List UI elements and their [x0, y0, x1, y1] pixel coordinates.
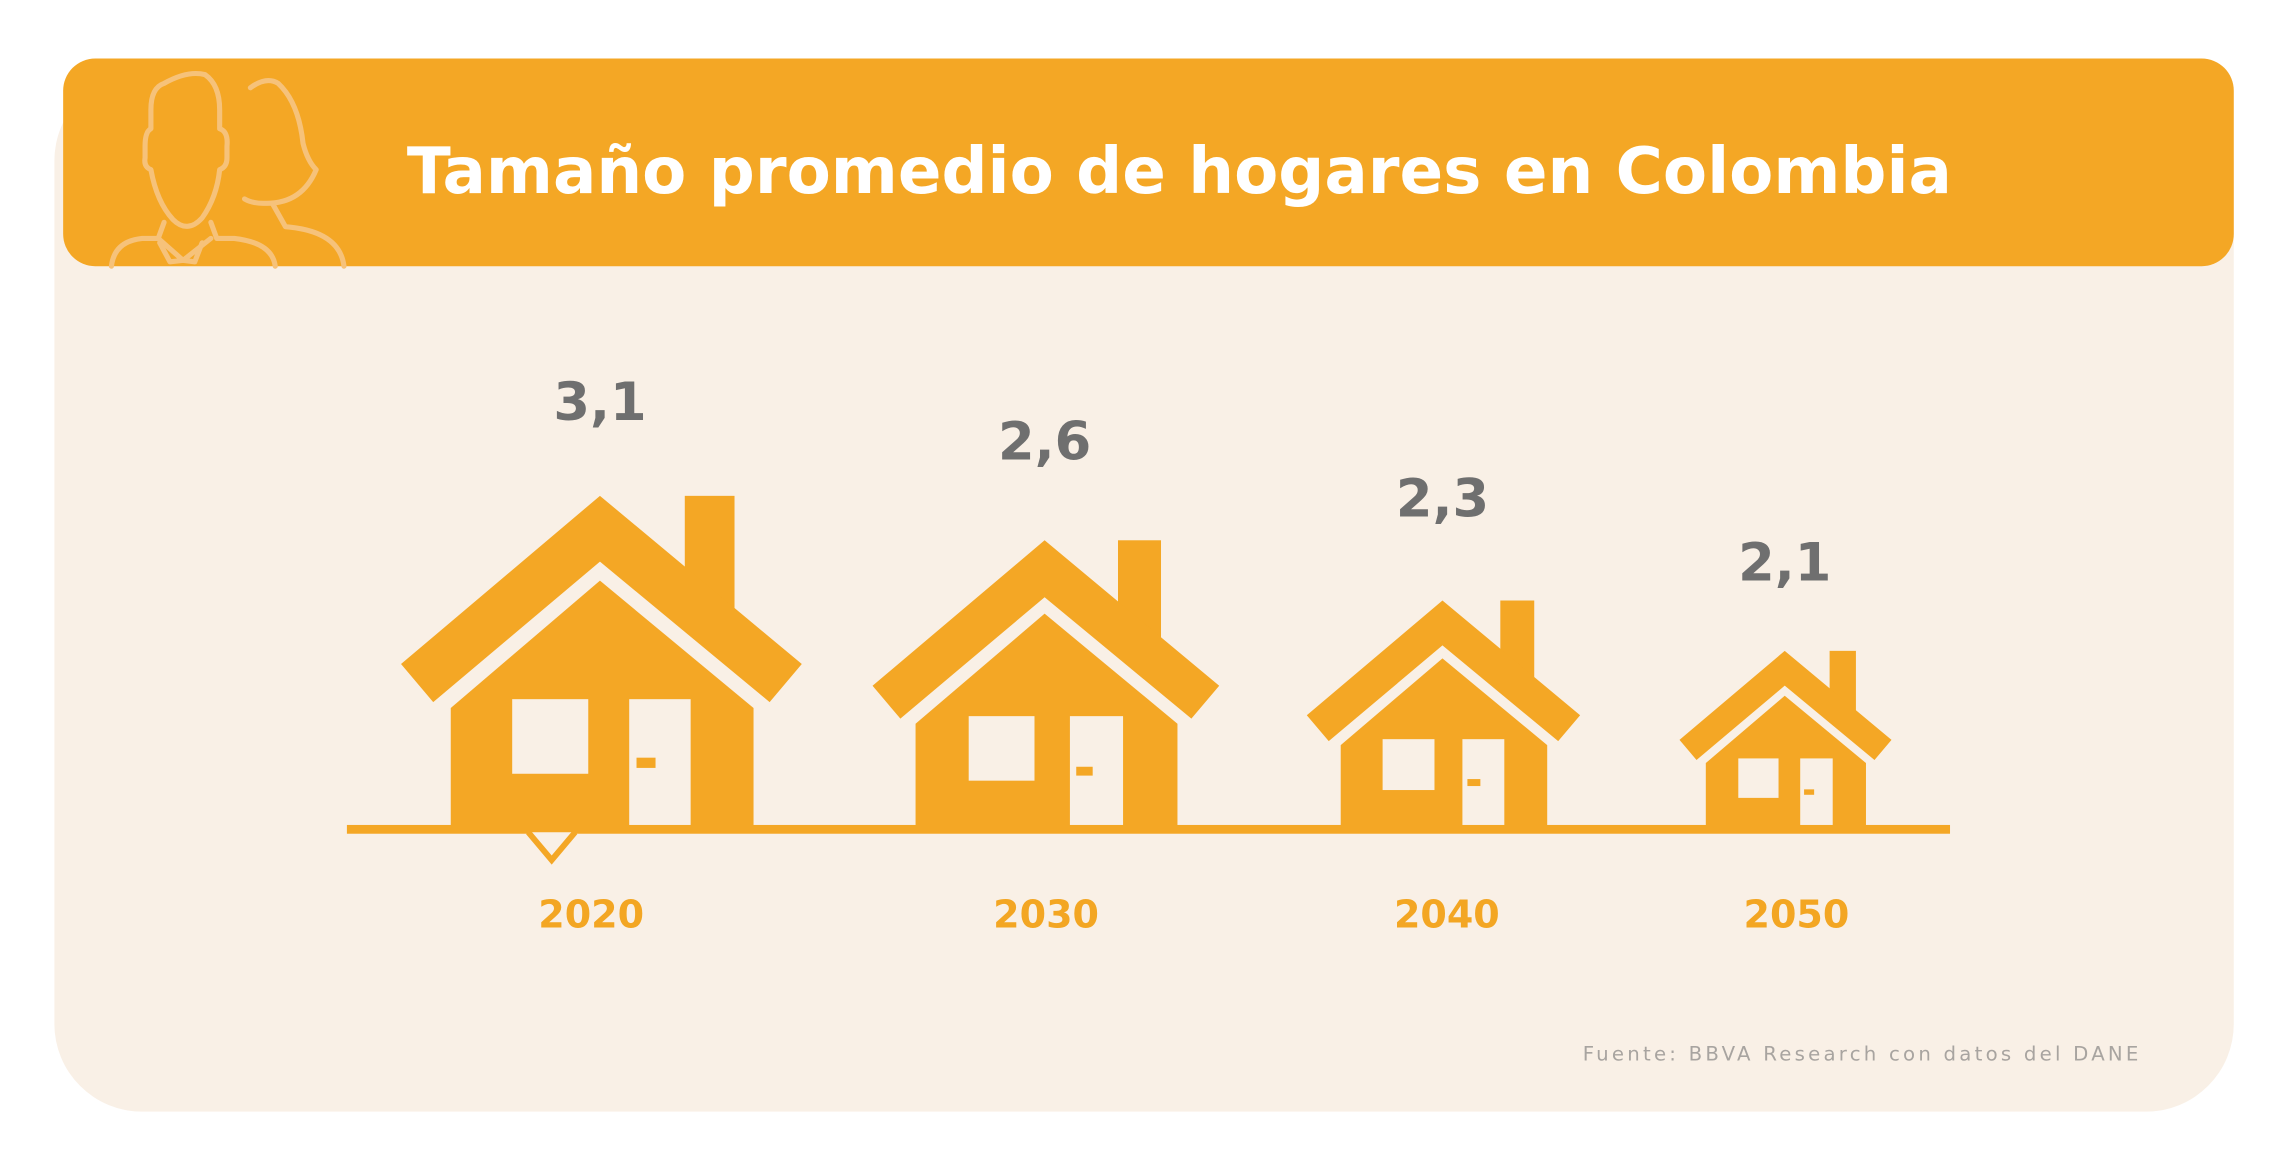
house-doorknob [636, 757, 656, 768]
value-label: 2,6 [998, 411, 1091, 472]
people-outline-icon [108, 70, 347, 269]
house-doorknob [1804, 789, 1815, 795]
house-window [1382, 739, 1435, 791]
year-label: 2030 [993, 892, 1099, 936]
houses [401, 495, 1892, 825]
baseline [346, 824, 1951, 834]
source-note: Fuente: BBVA Research con datos del DANE [1583, 1042, 2142, 1065]
header-band [63, 58, 2234, 267]
house-doorknob [1076, 766, 1093, 776]
year-label: 2050 [1744, 892, 1850, 936]
house-roof [1306, 600, 1581, 742]
house-roof [872, 540, 1220, 719]
house-icon [401, 495, 802, 825]
current-year-marker [526, 830, 578, 865]
house-window [968, 716, 1035, 781]
house-roof [401, 495, 802, 703]
value-label: 2,1 [1738, 533, 1831, 594]
year-label: 2040 [1394, 892, 1500, 936]
labels: 3,1 2,6 2,3 2,1 2020 2030 2040 2050 [538, 372, 1849, 937]
page-title: Tamaño promedio de hogares en Colombia [407, 134, 1952, 209]
house-window [1738, 758, 1779, 798]
house-window [512, 699, 589, 774]
house-doorknob [1467, 779, 1481, 787]
house-icon [1679, 650, 1892, 825]
value-label: 3,1 [553, 372, 646, 433]
year-label: 2020 [538, 892, 644, 936]
house-roof [1679, 650, 1892, 760]
value-label: 2,3 [1396, 468, 1489, 529]
house-icon [1306, 600, 1581, 825]
house-icon [872, 540, 1220, 825]
